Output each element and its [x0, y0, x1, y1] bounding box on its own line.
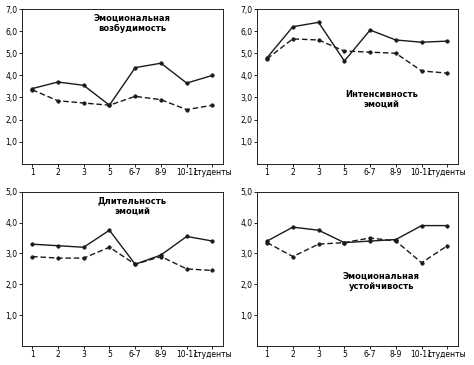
Text: Интенсивность
эмоций: Интенсивность эмоций: [345, 89, 418, 109]
Text: Эмоциональная
устойчивость: Эмоциональная устойчивость: [343, 272, 420, 291]
Text: Эмоциональная
возбудимость: Эмоциональная возбудимость: [94, 14, 171, 33]
Text: Длительность
эмоций: Длительность эмоций: [98, 196, 167, 216]
